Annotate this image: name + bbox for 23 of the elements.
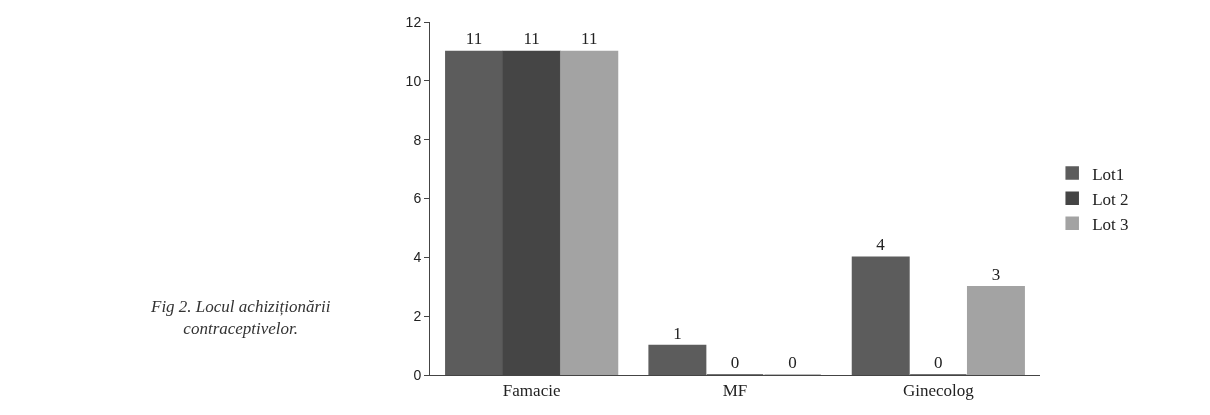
y-tick-label: 8: [413, 131, 422, 148]
legend-label: Lot 2: [1092, 189, 1129, 209]
data-label: 3: [991, 264, 1001, 284]
data-label: 11: [465, 29, 483, 49]
data-label: 0: [730, 353, 740, 372]
data-label: 11: [581, 29, 598, 49]
caption: Fig 2. Locul achiziționării contraceptivelor.: [150, 297, 331, 339]
y-tick-label: 10: [405, 72, 422, 89]
x-tick-label: Ginecolog: [902, 381, 975, 401]
data-label: 11: [523, 29, 540, 49]
y-tick-label: 0: [413, 366, 422, 383]
legend-label: Lot 3: [1092, 214, 1129, 234]
data-label: 0: [788, 353, 797, 372]
x-tick-label: MF: [722, 381, 748, 401]
data-label: 0: [934, 353, 943, 372]
data-label: 4: [876, 235, 886, 255]
y-tick-label: 4: [413, 249, 422, 266]
x-tick-label: Famacie: [502, 381, 561, 401]
y-tick-label: 6: [413, 190, 422, 207]
y-tick-label: 2: [413, 308, 422, 325]
legend-label: Lot1: [1092, 164, 1125, 184]
data-label: 1: [673, 323, 682, 343]
y-tick-label: 12: [405, 13, 422, 30]
